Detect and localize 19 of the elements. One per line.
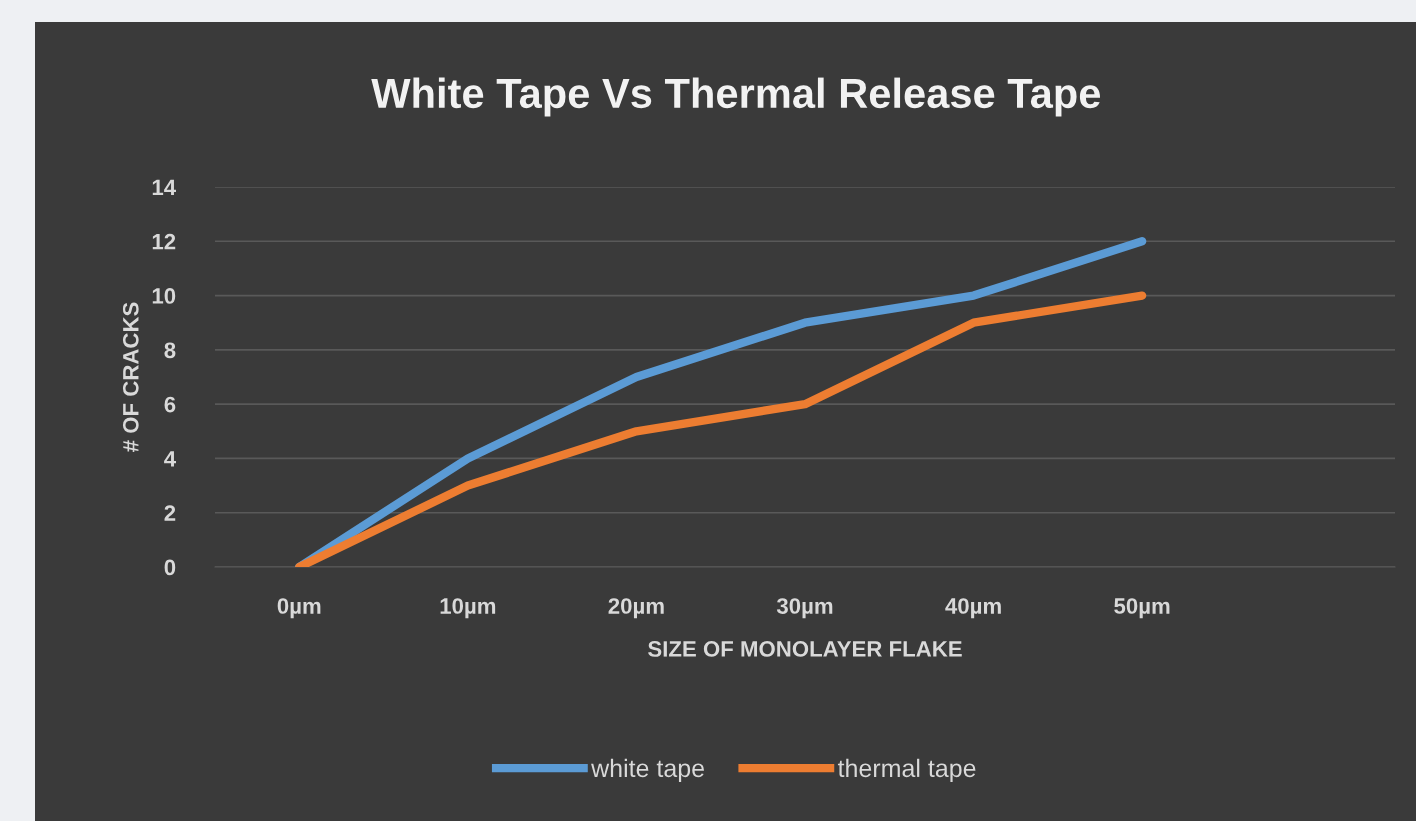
- y-tick-label: 6: [164, 396, 176, 413]
- y-tick-label: 10: [152, 288, 176, 304]
- y-axis-title: # OF CRACKS: [122, 302, 139, 452]
- x-tick-label: 30µm: [776, 598, 833, 619]
- legend-label: thermal tape: [837, 758, 976, 783]
- y-tick-label: 12: [152, 233, 176, 250]
- x-tick-label: 50µm: [1114, 598, 1170, 619]
- y-tick-label: 2: [164, 505, 176, 521]
- x-tick-label: 40µm: [945, 598, 1001, 619]
- y-tick-label: 0: [164, 559, 176, 576]
- x-tick-label: 20µm: [608, 598, 664, 619]
- x-axis-title: SIZE OF MONOLAYER FLAKE: [648, 641, 962, 657]
- chart-title: White Tape Vs Thermal Release Tape: [371, 77, 1101, 117]
- x-tick-label: 0µm: [277, 598, 321, 619]
- x-tick-label: 10µm: [440, 598, 496, 619]
- y-tick-label: 14: [152, 179, 176, 196]
- legend-label: white tape: [591, 758, 704, 783]
- y-tick-label: 8: [164, 342, 176, 359]
- y-tick-label: 4: [164, 451, 176, 467]
